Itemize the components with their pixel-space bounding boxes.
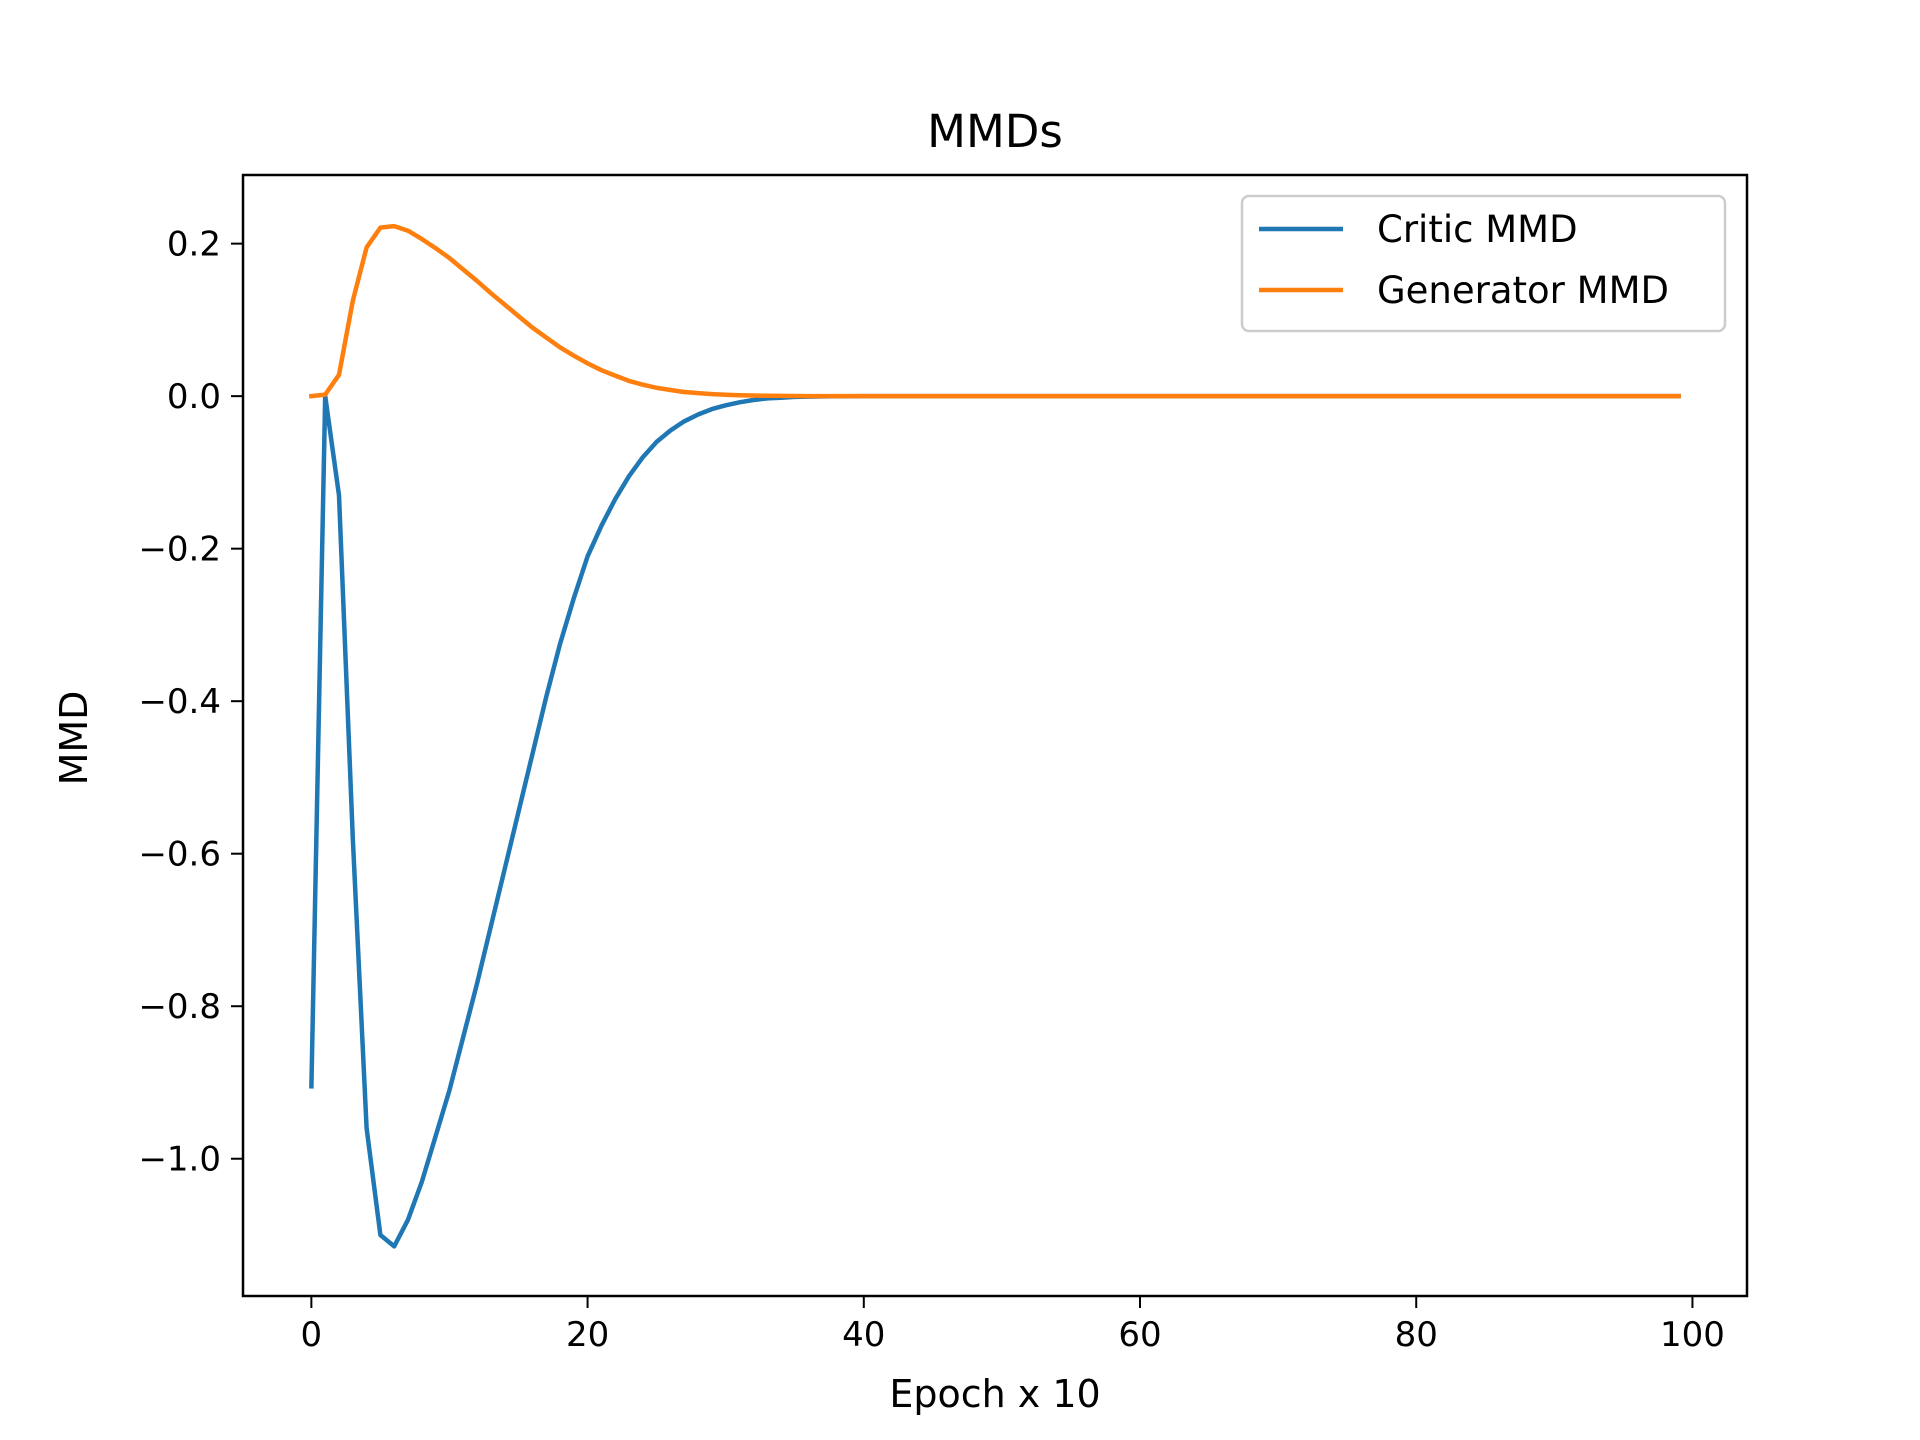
plot-frame (241, 173, 1749, 1298)
legend-box (1240, 194, 1727, 333)
x-tick-label: 20 (566, 1315, 609, 1355)
y-tick-label: 0.0 (167, 377, 221, 417)
x-tick-label: 80 (1395, 1315, 1438, 1355)
y-tick-label: −0.8 (138, 987, 221, 1027)
legend: Critic MMD Generator MMD (1240, 194, 1727, 333)
chart-title: MMDs (927, 105, 1063, 158)
x-tick-label: 60 (1118, 1315, 1161, 1355)
x-tick-label: 0 (301, 1315, 323, 1355)
y-tick-label: −0.6 (138, 835, 221, 875)
y-tick-label: −0.4 (138, 682, 221, 722)
x-axis-ticks: 0 20 40 60 80 100 (301, 1296, 1725, 1355)
y-tick-label: −1.0 (138, 1140, 221, 1180)
plot-series (308, 223, 1681, 1249)
x-tick-label: 100 (1660, 1315, 1725, 1355)
y-axis-label: MMD (52, 691, 96, 786)
y-axis-ticks: 0.2 0.0 −0.2 −0.4 −0.6 −0.8 −1.0 (138, 225, 243, 1180)
series-line-generator-mmd (308, 223, 1681, 399)
legend-label-critic-mmd: Critic MMD (1377, 208, 1578, 251)
y-tick-label: −0.2 (138, 530, 221, 570)
legend-label-generator-mmd: Generator MMD (1377, 269, 1669, 312)
x-axis-label: Epoch x 10 (889, 1372, 1100, 1416)
y-tick-label: 0.2 (167, 225, 221, 265)
x-tick-label: 40 (842, 1315, 885, 1355)
